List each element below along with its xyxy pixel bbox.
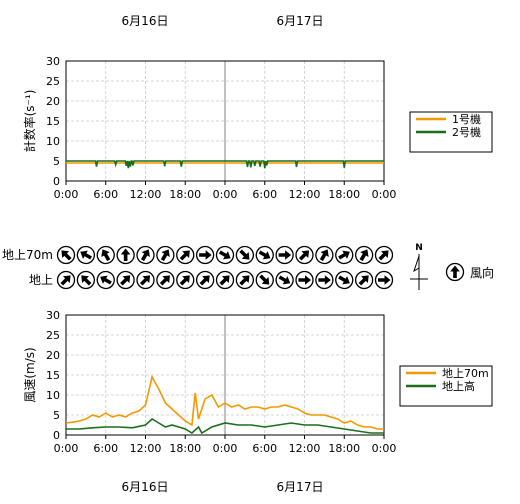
date-header-bottom-0: 6月16日 xyxy=(122,480,169,494)
x-tick-label: 18:00 xyxy=(328,442,360,455)
y-tick-label: 15 xyxy=(46,369,60,382)
x-tick-label: 0:00 xyxy=(213,442,238,455)
x-tick-label: 6:00 xyxy=(252,188,277,201)
x-tick-label: 0:00 xyxy=(54,188,79,201)
wind-arrow-icon xyxy=(195,245,215,265)
wind-legend-label: 風向 xyxy=(470,265,494,280)
x-tick-label: 0:00 xyxy=(372,188,397,201)
wind-arrow-icon xyxy=(315,270,334,290)
wind-arrow-icon xyxy=(335,270,354,290)
x-tick-label: 18:00 xyxy=(169,188,201,201)
x-tick-label: 12:00 xyxy=(130,442,162,455)
plot-frame xyxy=(65,60,385,182)
plot-0: 0 5 10 15 20 25 30 0:00 6:00 12:00 18:00 0:00 6:00 12… xyxy=(22,55,493,201)
x-tick-label: 18:00 xyxy=(328,188,360,201)
x-tick-label: 12:00 xyxy=(289,442,321,455)
y-tick-label: 10 xyxy=(46,135,60,148)
x-tick-label: 12:00 xyxy=(130,188,162,201)
wind-arrow-icon xyxy=(374,245,394,265)
wind-arrow-icon xyxy=(76,245,96,265)
wind-arrow-icon xyxy=(354,270,374,290)
date-header-top-0: 6月16日 xyxy=(122,14,169,28)
legend-label-1: 2号機 xyxy=(452,125,481,139)
legend-label-1: 地上高 xyxy=(442,379,475,393)
wind-arrow-icon xyxy=(295,245,314,265)
y-tick-label: 25 xyxy=(46,329,60,342)
wind-arrow-icon xyxy=(195,270,215,290)
wind-legend-arrow-icon xyxy=(445,262,465,282)
y-tick-label: 10 xyxy=(46,389,60,402)
legend-label-0: 1号機 xyxy=(452,112,481,126)
x-tick-label: 0:00 xyxy=(213,188,238,201)
legend-label-0: 地上70m xyxy=(442,367,489,380)
wind-arrow-icon xyxy=(56,245,76,265)
y-tick-label: 30 xyxy=(46,309,60,322)
wind-arrow-icon xyxy=(176,270,195,290)
y-tick-label: 20 xyxy=(46,95,60,108)
wind-arrow-icon xyxy=(56,270,76,290)
wind-arrow-icon xyxy=(96,270,115,290)
wind-arrow-icon xyxy=(255,245,274,265)
wind-arrow-icon xyxy=(215,270,235,290)
wind-arrow-icon xyxy=(136,245,155,265)
wind-arrow-icon xyxy=(96,245,115,265)
wind-arrow-icon xyxy=(315,245,334,265)
y-axis-label: 計数率(s⁻¹) xyxy=(22,90,37,153)
y-tick-label: 0 xyxy=(53,175,60,188)
x-tick-label: 0:00 xyxy=(372,442,397,455)
wind-arrow-icon xyxy=(76,270,96,290)
plot-2: 0 5 10 15 20 25 30 0:00 6:00 12:00 18:00 0:00 6:00 12… xyxy=(23,309,493,455)
series-line-1 xyxy=(66,418,384,435)
wind-arrow-icon xyxy=(235,245,255,265)
wind-row-label-1: 地上 xyxy=(29,273,53,287)
y-tick-label: 15 xyxy=(46,115,60,128)
wind-arrow-icon xyxy=(116,245,135,265)
y-tick-label: 20 xyxy=(46,349,60,362)
x-tick-label: 12:00 xyxy=(289,188,321,201)
x-tick-label: 6:00 xyxy=(93,442,118,455)
wind-arrow-icon xyxy=(215,245,235,265)
wind-arrow-icon xyxy=(116,270,135,290)
x-tick-label: 18:00 xyxy=(169,442,201,455)
wind-arrow-icon xyxy=(335,245,354,265)
x-tick-label: 6:00 xyxy=(252,442,277,455)
wind-arrow-icon xyxy=(275,245,294,265)
series-line-0 xyxy=(65,374,384,430)
y-tick-label: 25 xyxy=(46,75,60,88)
wind-arrow-icon xyxy=(235,270,255,290)
wind-arrow-icon xyxy=(295,270,314,290)
y-tick-label: 5 xyxy=(53,409,60,422)
wind-arrow-icon xyxy=(275,270,294,290)
wind-direction-panel: 地上70m 地上 N 風向 xyxy=(2,243,494,290)
wind-arrow-icon xyxy=(176,245,195,265)
wind-arrow-icon xyxy=(136,270,155,290)
y-tick-label: 5 xyxy=(53,155,60,168)
y-axis-label: 風速(m/s) xyxy=(23,347,37,402)
x-tick-label: 0:00 xyxy=(54,442,79,455)
wind-row-label-0: 地上70m xyxy=(2,248,53,262)
wind-arrow-icon xyxy=(255,270,274,290)
compass-icon: N xyxy=(410,243,428,290)
y-tick-label: 30 xyxy=(46,55,60,68)
date-header-bottom-1: 6月17日 xyxy=(277,480,324,494)
wind-arrow-icon xyxy=(354,245,374,265)
wind-arrow-icon xyxy=(374,270,394,290)
wind-arrow-icon xyxy=(156,270,175,290)
y-tick-label: 0 xyxy=(53,429,60,442)
compass-north-label: N xyxy=(415,243,423,253)
x-tick-label: 6:00 xyxy=(93,188,118,201)
date-header-top-1: 6月17日 xyxy=(277,14,324,28)
plot-frame xyxy=(65,314,385,436)
wind-arrow-icon xyxy=(156,245,175,265)
series-line-1 xyxy=(66,160,384,169)
